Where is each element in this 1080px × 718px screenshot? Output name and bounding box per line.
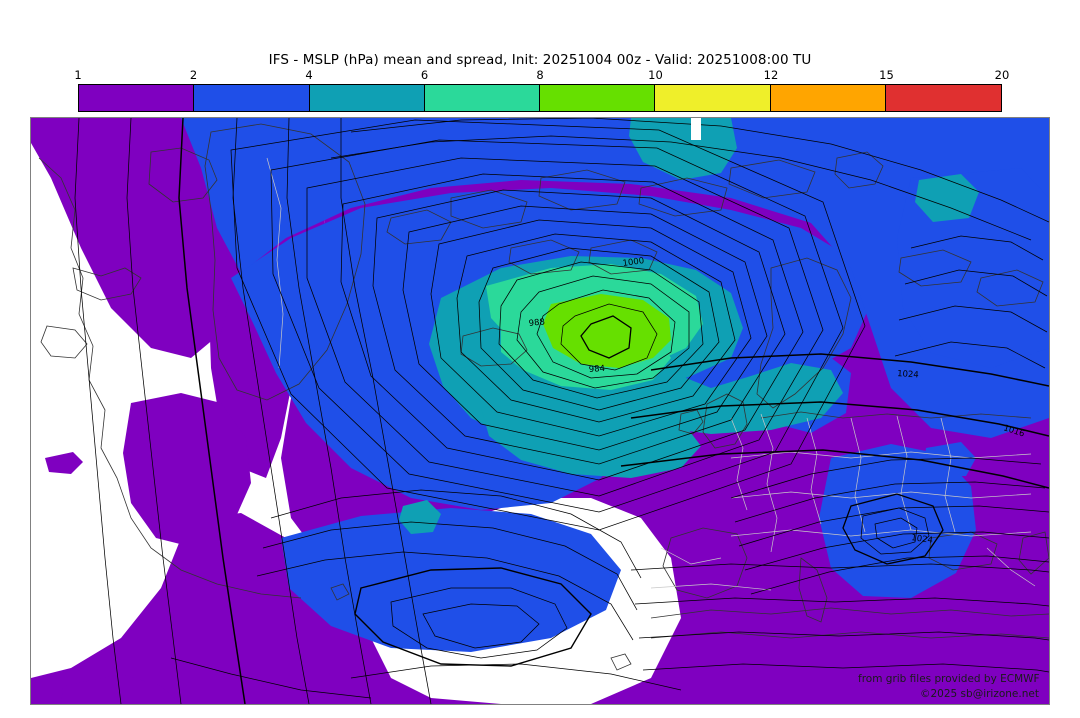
colorbar-tick-20: 20 xyxy=(994,68,1010,82)
colorbar-segment-green xyxy=(540,85,656,111)
colorbar-tick-1: 1 xyxy=(74,68,82,82)
page-title: IFS - MSLP (hPa) mean and spread, Init: … xyxy=(268,52,812,68)
colorbar-gradient xyxy=(78,84,1002,112)
spread-band-1-2-purple-arctic xyxy=(31,118,236,358)
isobar-label: 1024 xyxy=(897,369,919,380)
colorbar-segment-purple xyxy=(79,85,195,111)
isobar-label: 988 xyxy=(528,317,545,329)
spread-shading-layer xyxy=(31,118,1049,704)
colorbar-tick-2: 2 xyxy=(189,68,198,82)
spread-band-1-2-purple-iberia xyxy=(123,393,251,548)
spread-band-2-4-blue-midatlantic xyxy=(281,508,621,652)
spread-band-1-2-purple-speck xyxy=(45,452,83,474)
spread-band-2-4-blue-arctic xyxy=(181,118,1049,438)
colorbar-tick-4: 4 xyxy=(305,68,313,82)
spread-band-4-6-teal-blob-atl xyxy=(399,500,441,534)
coastline-layer xyxy=(38,123,1049,671)
colorbar-segment-red xyxy=(885,85,1001,111)
spread-band-4-6-teal-nordic xyxy=(481,400,701,478)
credit-source: from grib files provided by ECMWF xyxy=(858,673,1040,685)
map-canvas: 1000 988 984 1024 1016 1024 xyxy=(31,118,1049,704)
colorbar-segment-spring-green xyxy=(424,85,540,111)
isobar-label: 1024 xyxy=(911,533,934,546)
colorbar-segment-orange xyxy=(770,85,886,111)
colorbar-segment-teal xyxy=(309,85,425,111)
isobar-label: 984 xyxy=(589,364,606,375)
colorbar-tick-8: 8 xyxy=(536,68,544,82)
colorbar-tick-12: 12 xyxy=(763,68,779,82)
colorbar-tick-15: 15 xyxy=(879,68,894,82)
colorbar-tick-labels: 1 2 4 6 8 10 12 15 20 xyxy=(74,68,1009,82)
colorbar-segment-blue xyxy=(194,85,310,111)
colorbar xyxy=(78,84,1002,112)
colorbar-segment-yellow xyxy=(655,85,771,111)
colorbar-tick-6: 6 xyxy=(420,68,429,82)
isobar-label: 1000 xyxy=(622,256,645,269)
map-top-notch-artifact xyxy=(691,118,701,140)
spread-band-1-2-purple-bottomleft xyxy=(61,674,181,704)
map-panel: 1000 988 984 1024 1016 1024 xyxy=(30,117,1050,705)
credit-copyright: ©2025 sb@irizone.net xyxy=(920,688,1039,700)
isobar-layer xyxy=(74,118,1049,704)
spread-band-8-10-green-lobe xyxy=(583,312,653,358)
spread-band-4-6-teal-top-notch xyxy=(629,118,737,180)
spread-band-2-4-blue-eeurope xyxy=(819,444,976,598)
colorbar-tick-10: 10 xyxy=(648,68,663,82)
